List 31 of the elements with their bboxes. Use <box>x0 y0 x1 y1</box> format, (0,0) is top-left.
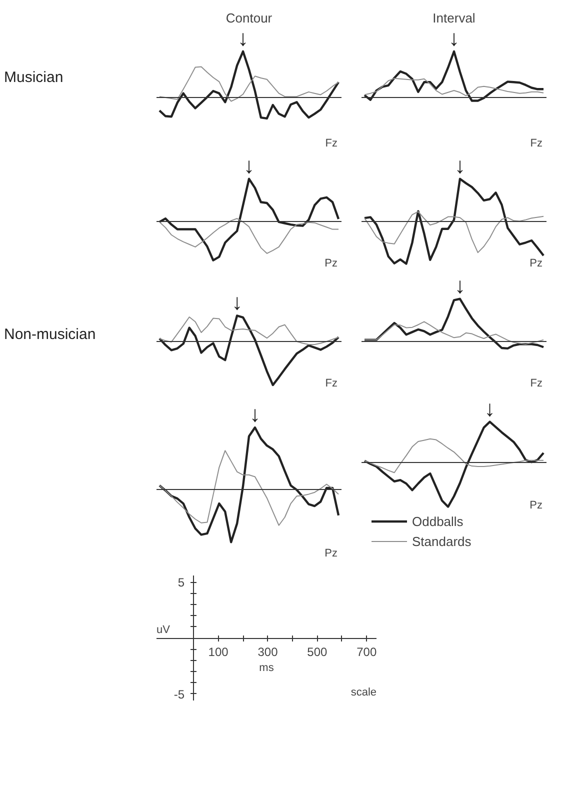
annotation: Fz <box>325 378 338 390</box>
x-tick-label: 500 <box>307 645 328 659</box>
legend-label: Oddballs <box>412 514 464 528</box>
text: ↓ <box>238 25 249 50</box>
chart-title: Contour <box>226 10 273 26</box>
y-tick-label: 5 <box>178 576 185 590</box>
annotation: scale <box>350 686 377 698</box>
y-axis-title: Non-musician <box>4 325 96 346</box>
annotation: Pz <box>530 499 543 512</box>
text: ↓ <box>484 396 496 421</box>
text: Fz <box>325 138 338 150</box>
annotation: Pz <box>530 258 543 270</box>
text: ↓ <box>448 25 460 50</box>
chart-title: Interval <box>432 10 476 26</box>
text: ↓ <box>244 152 254 178</box>
text: Fz <box>530 378 543 390</box>
text: ↓ <box>454 152 466 178</box>
text: ↓ <box>454 272 466 298</box>
x-tick-label: 300 <box>258 645 278 659</box>
x-tick-label: 100 <box>208 645 229 659</box>
text: ↓ <box>249 402 260 427</box>
y-axis-title: Musician <box>4 68 64 88</box>
legend-label: Standards <box>412 534 472 548</box>
text: Pz <box>324 548 338 560</box>
x-tick-label: 700 <box>356 645 377 659</box>
annotation: Pz <box>324 258 338 270</box>
x-axis-title: ms <box>259 662 274 674</box>
text: ↓ <box>232 290 243 315</box>
y-axis-title: uV <box>156 624 171 636</box>
text: Fz <box>530 138 543 150</box>
y-tick-label: -5 <box>174 687 185 702</box>
